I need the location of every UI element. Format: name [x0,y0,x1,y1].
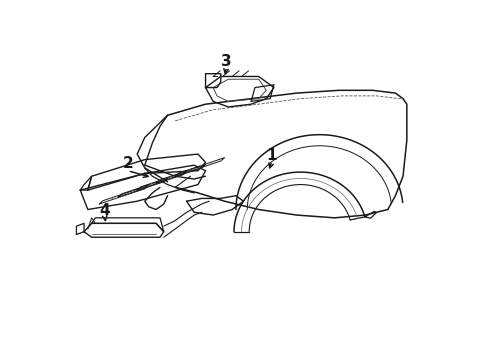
Text: 1: 1 [267,148,277,163]
Text: 3: 3 [221,54,232,69]
Text: 4: 4 [99,203,110,219]
Text: 2: 2 [122,156,133,171]
